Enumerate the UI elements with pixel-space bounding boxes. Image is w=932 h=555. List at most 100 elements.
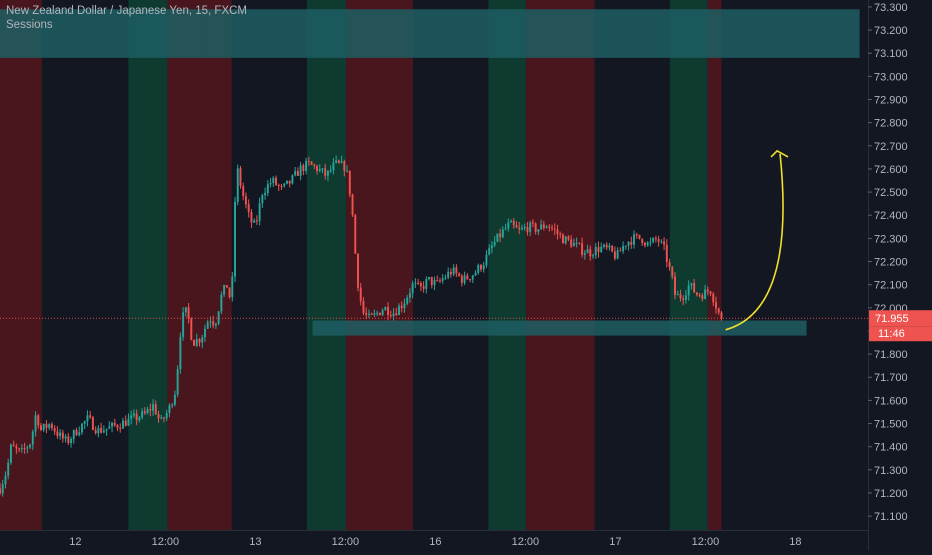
candle-body (40, 425, 42, 431)
candle-body (357, 253, 359, 288)
y-tick-label: 73.200 (874, 25, 908, 37)
candle-body (0, 488, 1, 494)
candle-body (89, 415, 92, 418)
candle-body (127, 418, 130, 426)
x-tick-label: 18 (789, 536, 801, 548)
candle-body (455, 267, 458, 274)
x-tick-label: 13 (249, 536, 261, 548)
candle-body (18, 448, 21, 450)
candle-body (354, 215, 357, 254)
candle-body (367, 313, 370, 315)
candle-body (635, 234, 638, 236)
candle-body (277, 184, 280, 186)
candle-body (171, 404, 174, 406)
candle-body (173, 394, 176, 405)
countdown-label: 11:46 (878, 328, 905, 340)
candle-body (553, 228, 556, 230)
candle-body (540, 224, 543, 230)
candle-body (627, 241, 630, 246)
candle-body (398, 305, 400, 315)
candle-body (510, 220, 513, 223)
candle-body (589, 249, 592, 257)
session-band-green (307, 0, 347, 530)
candle-body (291, 175, 294, 184)
y-tick-label: 71.600 (874, 395, 908, 407)
candle-body (313, 164, 316, 166)
candle-body (91, 417, 94, 430)
candle-body (157, 414, 160, 419)
time-axis[interactable]: 12 12:00 13 12:00 16 12:00 17 12:00 18 (0, 530, 868, 550)
candle-body (283, 183, 286, 187)
x-tick-label: 12 (69, 536, 81, 548)
candle-body (452, 267, 455, 275)
candle-body (649, 241, 652, 243)
candle-body (704, 289, 707, 300)
countdown-label-box (869, 326, 932, 342)
candle-body (436, 280, 439, 282)
candle-body (480, 265, 482, 270)
candle-body (384, 307, 387, 311)
candle-body (422, 286, 425, 289)
candle-body (701, 295, 704, 300)
candle-body (594, 246, 597, 256)
candle-body (660, 241, 663, 243)
x-tick-label: 12:00 (152, 536, 180, 548)
candle-body (266, 184, 269, 193)
x-tick-label: 12:00 (512, 536, 540, 548)
candle-body (64, 436, 67, 439)
y-tick-label: 72.300 (874, 233, 908, 245)
price-axis[interactable]: 73.300 73.200 73.100 73.000 72.900 72.800 72.7… (868, 0, 932, 550)
candle-body (135, 413, 138, 421)
candle-body (433, 280, 436, 286)
candle-body (362, 301, 365, 313)
demand-zone (312, 320, 807, 336)
candle-body (523, 227, 526, 229)
candle-body (45, 423, 48, 428)
candle-body (583, 253, 586, 255)
candle-body (223, 285, 226, 295)
candle-body (1, 484, 4, 494)
y-tick-label: 71.400 (874, 442, 908, 454)
candle-body (687, 285, 690, 296)
candle-body (471, 275, 474, 280)
y-tick-label: 71.200 (874, 488, 908, 500)
price-axis-background (868, 0, 932, 550)
candle-body (600, 246, 603, 252)
candle-body (690, 283, 693, 286)
candle-body (605, 244, 608, 248)
candle-body (351, 194, 354, 216)
session-band-green (128, 0, 168, 530)
arrow-curve (725, 153, 784, 331)
candle-body (646, 242, 649, 246)
session-band-red (560, 0, 595, 530)
candle-body (572, 242, 575, 247)
candle-body (720, 312, 723, 319)
candle-body (676, 294, 679, 296)
candle-body (209, 321, 212, 323)
candle-body (70, 438, 73, 444)
candle-body (182, 312, 185, 337)
candle-body (299, 165, 302, 176)
candle-body (458, 273, 461, 276)
candle-body (247, 204, 250, 212)
candle-body (187, 307, 190, 319)
time-axis-background (0, 530, 868, 550)
candle-body (679, 294, 682, 299)
candle-body (31, 431, 34, 445)
candle-body (428, 276, 431, 280)
session-band-green (488, 0, 527, 530)
candle-body (193, 339, 195, 346)
candle-body (504, 228, 507, 230)
candle-body (179, 336, 182, 370)
candle-body (581, 243, 584, 255)
candle-body (272, 177, 275, 183)
candle-body (26, 447, 29, 449)
y-tick-label: 72.200 (874, 257, 908, 269)
candle-body (234, 201, 236, 277)
session-band-red (379, 0, 414, 530)
candle-body (365, 312, 368, 315)
candle-body (548, 226, 551, 228)
indicator-label[interactable]: Sessions (6, 19, 53, 31)
